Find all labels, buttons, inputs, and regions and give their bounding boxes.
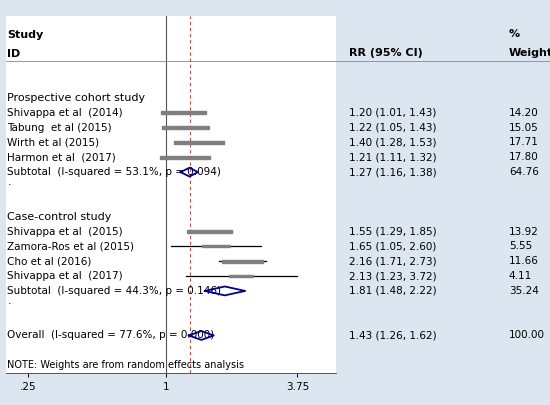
Text: Shivappa et al  (2015): Shivappa et al (2015) bbox=[8, 226, 123, 237]
Text: 1.55 (1.29, 1.85): 1.55 (1.29, 1.85) bbox=[349, 226, 437, 237]
Text: ID: ID bbox=[8, 49, 21, 59]
Text: Prospective cohort study: Prospective cohort study bbox=[8, 93, 146, 103]
Text: 1.22 (1.05, 1.43): 1.22 (1.05, 1.43) bbox=[349, 123, 437, 132]
Text: 1.27 (1.16, 1.38): 1.27 (1.16, 1.38) bbox=[349, 167, 437, 177]
Text: 11.66: 11.66 bbox=[509, 256, 538, 266]
Text: 100.00: 100.00 bbox=[509, 330, 544, 341]
Text: Cho et al (2016): Cho et al (2016) bbox=[8, 256, 92, 266]
Text: 17.71: 17.71 bbox=[509, 137, 538, 147]
Text: 64.76: 64.76 bbox=[509, 167, 538, 177]
Text: .: . bbox=[8, 296, 11, 306]
Text: 1.40 (1.28, 1.53): 1.40 (1.28, 1.53) bbox=[349, 137, 437, 147]
FancyBboxPatch shape bbox=[161, 111, 206, 114]
Text: 15.05: 15.05 bbox=[509, 123, 538, 132]
Text: 1.65 (1.05, 2.60): 1.65 (1.05, 2.60) bbox=[349, 241, 437, 252]
Text: RR (95% CI): RR (95% CI) bbox=[349, 48, 423, 58]
Text: 2.13 (1.23, 3.72): 2.13 (1.23, 3.72) bbox=[349, 271, 437, 281]
FancyBboxPatch shape bbox=[187, 230, 232, 233]
FancyBboxPatch shape bbox=[162, 126, 209, 129]
Text: 35.24: 35.24 bbox=[509, 286, 538, 296]
Text: Weight: Weight bbox=[509, 48, 550, 58]
Text: 1.81 (1.48, 2.22): 1.81 (1.48, 2.22) bbox=[349, 286, 437, 296]
Text: Subtotal  (I-squared = 44.3%, p = 0.146): Subtotal (I-squared = 44.3%, p = 0.146) bbox=[8, 286, 222, 296]
Text: Wirth et al (2015): Wirth et al (2015) bbox=[8, 137, 100, 147]
Text: Case-control study: Case-control study bbox=[8, 212, 112, 222]
Text: 17.80: 17.80 bbox=[509, 152, 538, 162]
Text: 1.43 (1.26, 1.62): 1.43 (1.26, 1.62) bbox=[349, 330, 437, 341]
Text: Zamora-Ros et al (2015): Zamora-Ros et al (2015) bbox=[8, 241, 134, 252]
FancyBboxPatch shape bbox=[229, 275, 253, 277]
Text: 5.55: 5.55 bbox=[509, 241, 532, 252]
Text: Overall  (I-squared = 77.6%, p = 0.000): Overall (I-squared = 77.6%, p = 0.000) bbox=[8, 330, 214, 341]
Text: 4.11: 4.11 bbox=[509, 271, 532, 281]
Text: %: % bbox=[509, 29, 520, 38]
Text: 1.21 (1.11, 1.32): 1.21 (1.11, 1.32) bbox=[349, 152, 437, 162]
Text: Subtotal  (I-squared = 53.1%, p = 0.094): Subtotal (I-squared = 53.1%, p = 0.094) bbox=[8, 167, 221, 177]
FancyBboxPatch shape bbox=[201, 245, 230, 247]
Text: Study: Study bbox=[8, 30, 43, 40]
Text: Tabung  et al (2015): Tabung et al (2015) bbox=[8, 123, 112, 132]
FancyBboxPatch shape bbox=[222, 260, 263, 262]
Text: 1.20 (1.01, 1.43): 1.20 (1.01, 1.43) bbox=[349, 108, 437, 118]
FancyBboxPatch shape bbox=[160, 156, 210, 159]
Text: 2.16 (1.71, 2.73): 2.16 (1.71, 2.73) bbox=[349, 256, 437, 266]
Text: 13.92: 13.92 bbox=[509, 226, 538, 237]
Text: 14.20: 14.20 bbox=[509, 108, 538, 118]
Text: Shivappa et al  (2017): Shivappa et al (2017) bbox=[8, 271, 123, 281]
Text: Shivappa et al  (2014): Shivappa et al (2014) bbox=[8, 108, 123, 118]
Text: .: . bbox=[8, 177, 11, 187]
Text: NOTE: Weights are from random effects analysis: NOTE: Weights are from random effects an… bbox=[8, 360, 244, 370]
Text: Harmon et al  (2017): Harmon et al (2017) bbox=[8, 152, 116, 162]
FancyBboxPatch shape bbox=[174, 141, 224, 144]
